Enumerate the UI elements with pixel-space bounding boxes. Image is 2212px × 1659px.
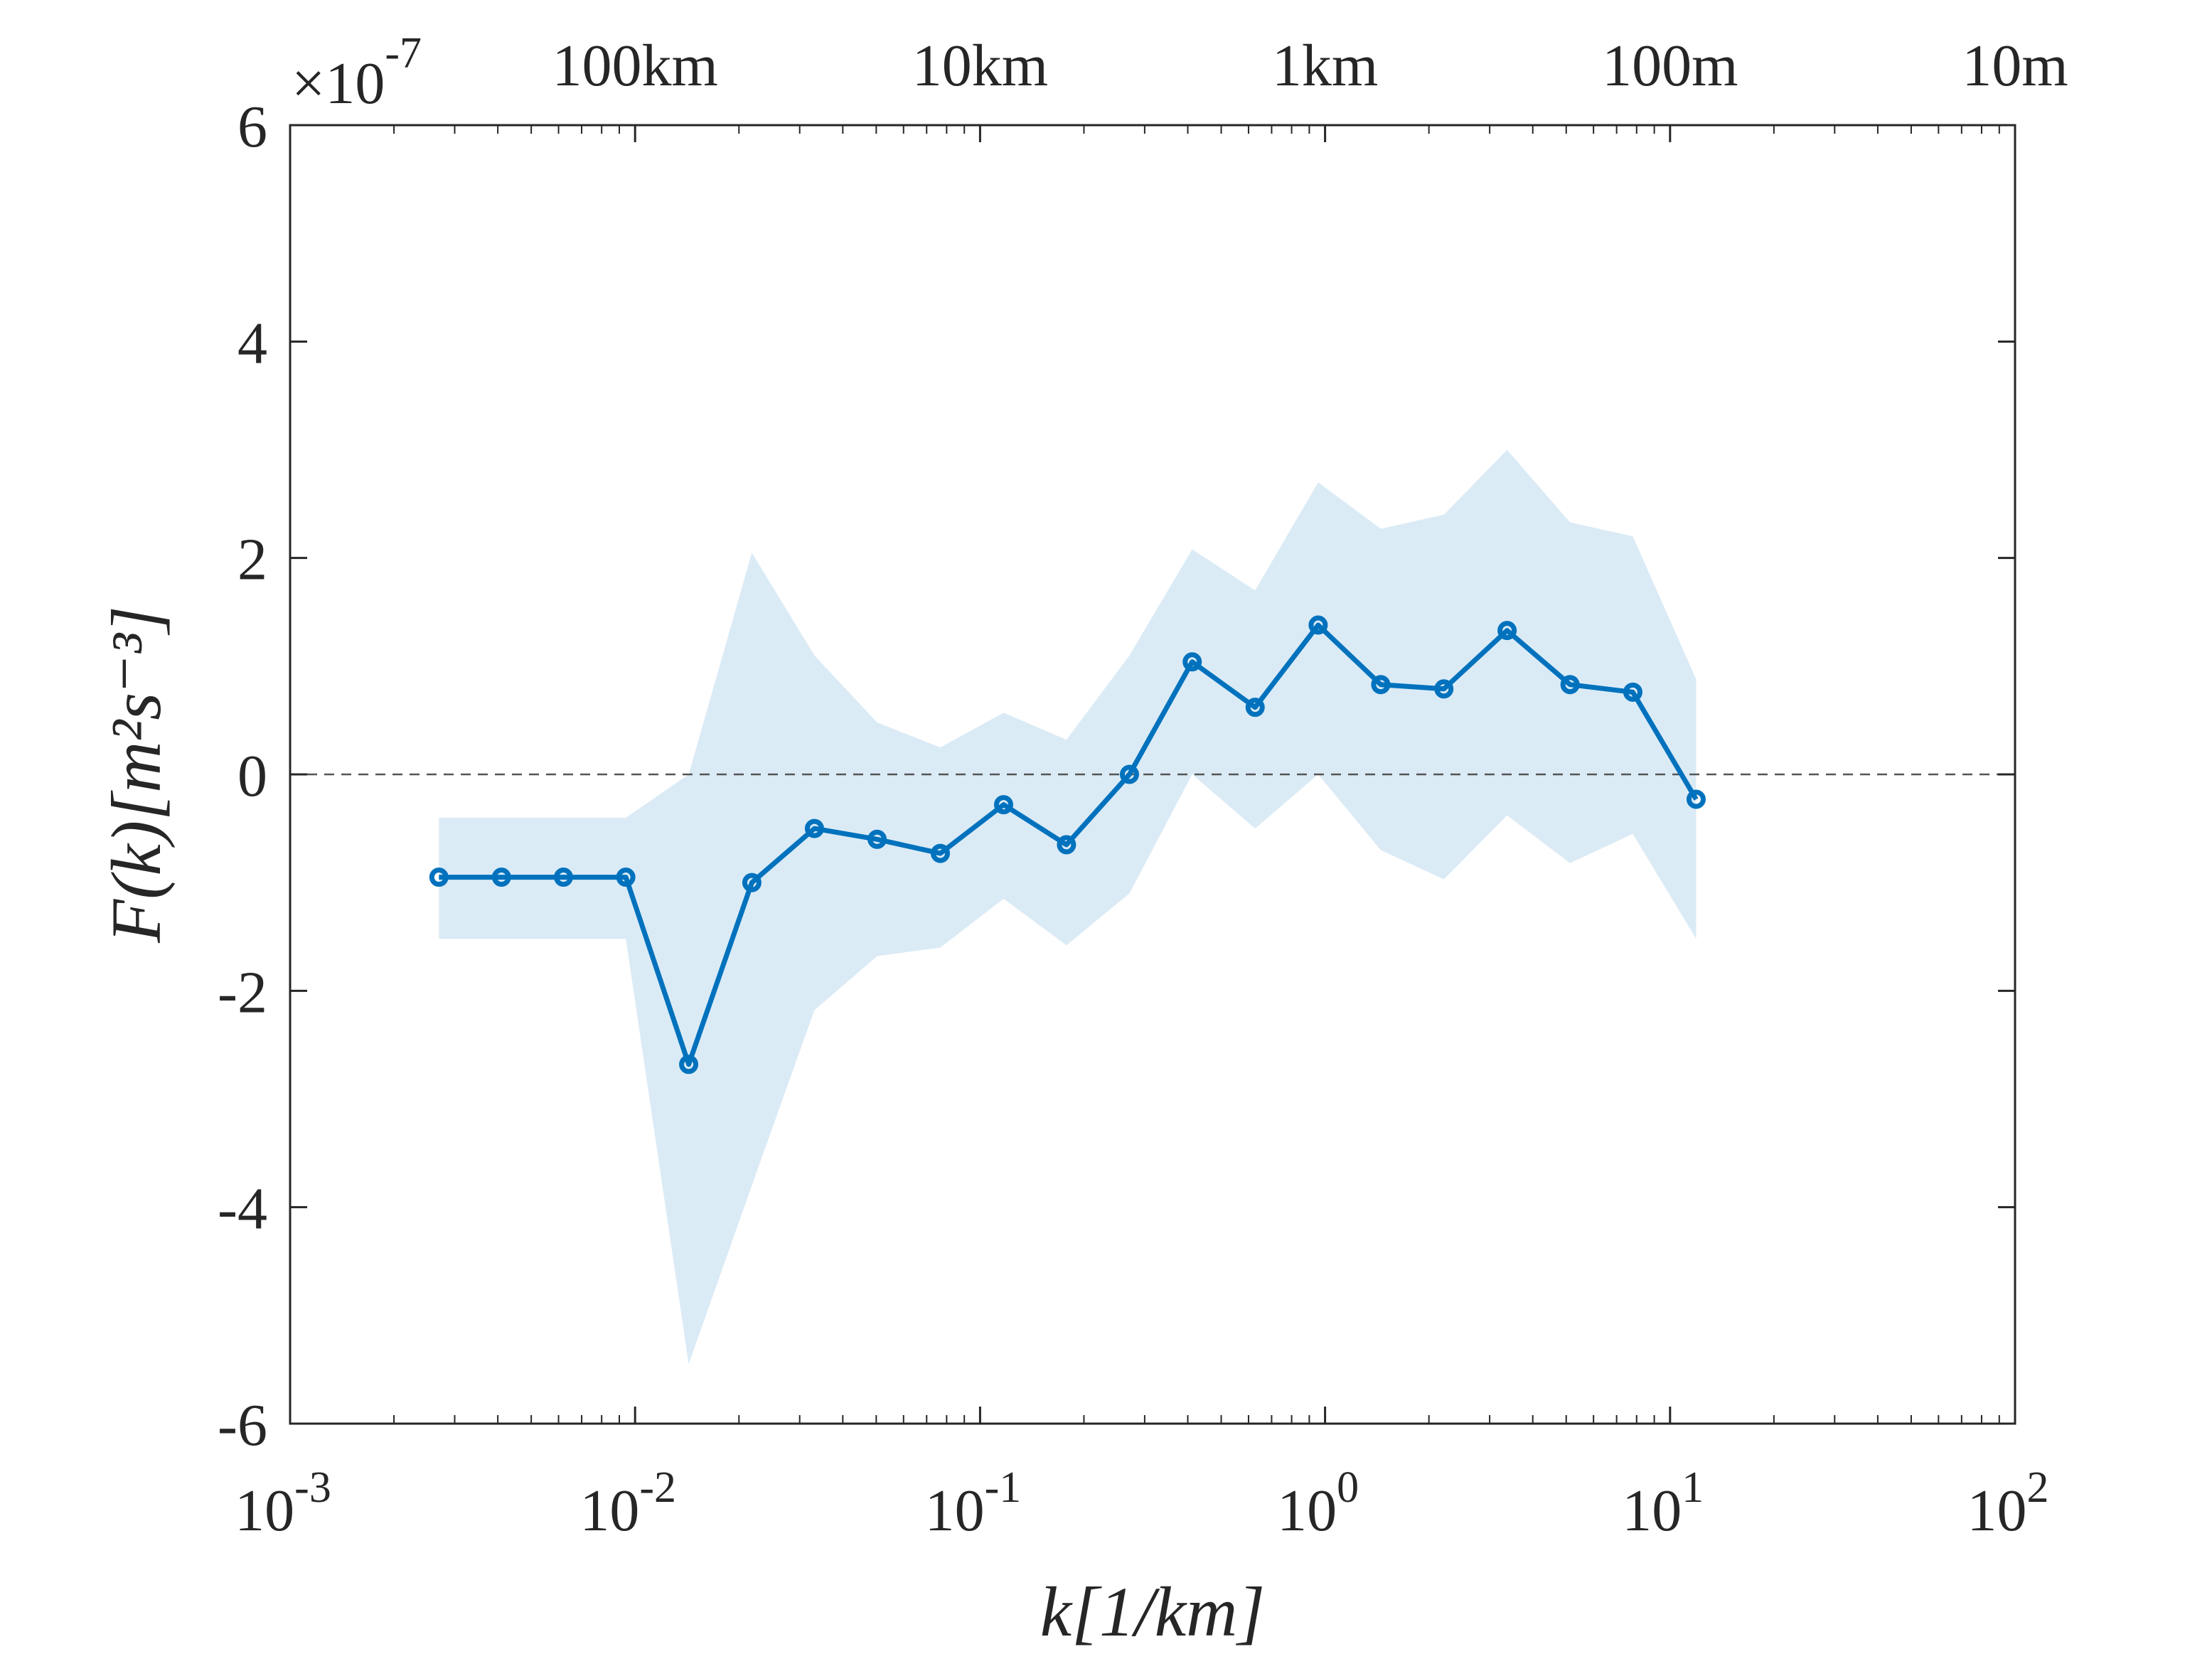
y-tick-label: 2 — [237, 527, 267, 593]
top-axis-labels: 100km 10km 1km 100m 10m — [552, 33, 2068, 99]
uncertainty-band — [439, 449, 1697, 1365]
y-axis-ticks: -6 -4 -2 0 2 4 6 — [218, 94, 2015, 1458]
data-point — [1560, 675, 1580, 695]
data-point — [1686, 789, 1706, 809]
top-axis-label: 1km — [1272, 33, 1378, 99]
data-point — [1497, 621, 1517, 641]
data-point — [931, 843, 951, 863]
data-point — [1182, 652, 1202, 672]
top-axis-label: 10m — [1962, 33, 2068, 99]
y-tick-label: -6 — [218, 1392, 267, 1458]
data-point — [867, 829, 887, 849]
x-axis-title: k[1/km] — [1040, 1572, 1266, 1651]
top-axis-label: 10km — [912, 33, 1048, 99]
x-tick-label: 10-1 — [925, 1463, 1022, 1544]
data-point — [1371, 675, 1391, 695]
plot-area — [290, 449, 2015, 1365]
y-tick-label: -4 — [218, 1176, 267, 1242]
series-line — [439, 622, 1699, 1067]
x-tick-label: 10-2 — [579, 1463, 676, 1544]
y-tick-label: 4 — [237, 310, 267, 376]
x-tick-label: 100 — [1277, 1463, 1359, 1544]
x-axis-ticks: 10-3 10-2 10-1 100 101 102 — [235, 125, 2049, 1544]
y-axis-title: F(k)[m²s⁻³] — [97, 606, 176, 944]
series-markers — [429, 615, 1706, 1074]
top-axis-label: 100km — [552, 33, 718, 99]
data-point — [1308, 615, 1328, 635]
data-point — [1245, 698, 1265, 718]
data-point — [679, 1055, 699, 1074]
y-tick-label: 0 — [237, 743, 267, 809]
y-multiplier-label: ×10-7 — [292, 29, 422, 117]
data-point — [491, 868, 511, 887]
data-point — [1057, 835, 1076, 855]
data-point — [742, 873, 762, 892]
data-point — [553, 868, 573, 887]
data-point — [616, 868, 636, 887]
data-point — [993, 795, 1013, 815]
data-point — [429, 868, 449, 887]
y-multiplier: ×10-7 — [292, 29, 422, 117]
y-tick-label: 6 — [237, 94, 267, 160]
x-minor-ticks — [393, 125, 2000, 1424]
data-point — [804, 818, 824, 838]
top-axis-label: 100m — [1602, 33, 1738, 99]
data-point — [1623, 682, 1642, 702]
x-tick-label: 10-3 — [235, 1463, 331, 1544]
x-tick-label: 102 — [1967, 1463, 2049, 1544]
x-tick-label: 101 — [1622, 1463, 1704, 1544]
y-tick-label: -2 — [218, 959, 267, 1025]
data-point — [1434, 679, 1454, 699]
data-point — [1119, 764, 1139, 784]
